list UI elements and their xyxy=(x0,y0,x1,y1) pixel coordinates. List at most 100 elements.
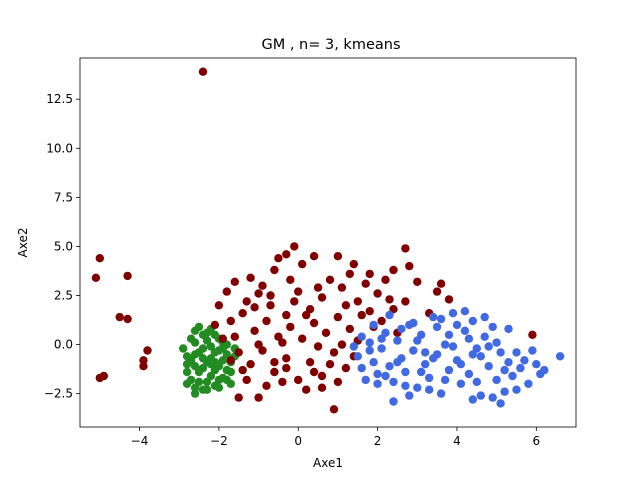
x-tick-label: −2 xyxy=(210,434,228,448)
data-point xyxy=(464,369,474,379)
data-point xyxy=(325,360,335,369)
data-point xyxy=(500,365,509,375)
data-point xyxy=(234,348,243,357)
data-point xyxy=(182,367,192,377)
data-point xyxy=(440,340,450,349)
y-tick-label: 5.0 xyxy=(54,239,73,253)
data-point xyxy=(294,287,303,296)
data-point xyxy=(405,391,414,400)
data-point xyxy=(194,322,204,332)
data-point xyxy=(190,350,200,359)
data-point xyxy=(389,265,398,275)
data-point xyxy=(230,332,239,341)
data-point xyxy=(206,371,216,381)
data-point xyxy=(226,356,235,365)
data-point xyxy=(448,342,458,351)
data-point xyxy=(436,314,446,324)
data-point xyxy=(317,383,327,392)
data-point xyxy=(214,375,224,385)
data-point xyxy=(202,328,212,337)
data-point xyxy=(210,348,220,357)
data-point xyxy=(337,283,347,292)
data-point xyxy=(294,375,303,385)
data-point xyxy=(448,309,458,318)
data-point xyxy=(198,354,208,363)
data-point xyxy=(401,381,410,390)
data-point xyxy=(123,271,132,281)
data-point xyxy=(194,377,204,387)
data-point xyxy=(186,356,196,365)
data-point xyxy=(385,362,394,371)
data-point xyxy=(460,307,470,316)
data-point xyxy=(401,244,410,253)
y-tick-label: 7.5 xyxy=(54,190,73,204)
data-point xyxy=(226,316,235,326)
data-point xyxy=(464,334,474,343)
data-point xyxy=(413,383,422,392)
data-point xyxy=(528,330,537,339)
data-point xyxy=(444,365,454,375)
data-point xyxy=(361,375,370,385)
data-point xyxy=(456,360,466,369)
data-point xyxy=(429,312,438,322)
data-point xyxy=(210,365,220,375)
data-point xyxy=(190,338,200,347)
data-point xyxy=(349,342,358,351)
data-point xyxy=(468,395,477,404)
data-point xyxy=(270,265,279,275)
data-point xyxy=(302,310,311,320)
data-point xyxy=(373,289,382,298)
data-point xyxy=(290,297,299,306)
data-point xyxy=(210,358,220,367)
data-point xyxy=(409,346,418,355)
data-point xyxy=(432,287,442,296)
data-point xyxy=(540,365,549,375)
data-point xyxy=(357,363,366,373)
data-point xyxy=(123,314,132,324)
x-tick-label: 4 xyxy=(453,434,461,448)
data-point xyxy=(508,371,517,381)
data-point xyxy=(234,393,243,402)
y-tick-label: 10.0 xyxy=(46,141,73,155)
data-point xyxy=(317,293,327,302)
data-point xyxy=(484,362,493,371)
data-point xyxy=(242,375,251,385)
data-point xyxy=(143,346,152,355)
data-point xyxy=(258,346,267,355)
data-point xyxy=(286,322,295,332)
chart-title: GM , n= 3, kmeans xyxy=(261,37,400,53)
data-point xyxy=(365,269,374,279)
data-point xyxy=(421,348,430,357)
data-point xyxy=(393,358,402,367)
data-point xyxy=(282,250,291,259)
data-point xyxy=(401,367,410,377)
data-point xyxy=(345,324,354,334)
data-point xyxy=(389,377,398,387)
data-point xyxy=(488,322,497,332)
data-point xyxy=(492,338,501,347)
data-point xyxy=(321,328,331,337)
data-point xyxy=(425,385,434,394)
data-point xyxy=(250,303,259,312)
data-point xyxy=(393,336,402,345)
data-point xyxy=(425,373,434,383)
data-point xyxy=(385,310,394,320)
data-point xyxy=(341,301,351,310)
data-point xyxy=(373,369,382,379)
data-point xyxy=(309,367,319,377)
data-point xyxy=(369,320,378,330)
data-point xyxy=(302,385,311,394)
x-tick-label: −4 xyxy=(131,434,149,448)
data-point xyxy=(325,275,335,284)
data-point xyxy=(409,318,418,328)
data-point xyxy=(238,365,247,375)
data-point xyxy=(214,301,224,310)
data-point xyxy=(444,330,454,339)
data-point xyxy=(182,379,192,388)
data-point xyxy=(266,291,275,300)
data-point xyxy=(282,363,291,373)
data-point xyxy=(377,344,386,353)
series-cluster-darkred xyxy=(91,67,537,414)
data-point xyxy=(222,350,231,359)
data-point xyxy=(369,358,378,367)
